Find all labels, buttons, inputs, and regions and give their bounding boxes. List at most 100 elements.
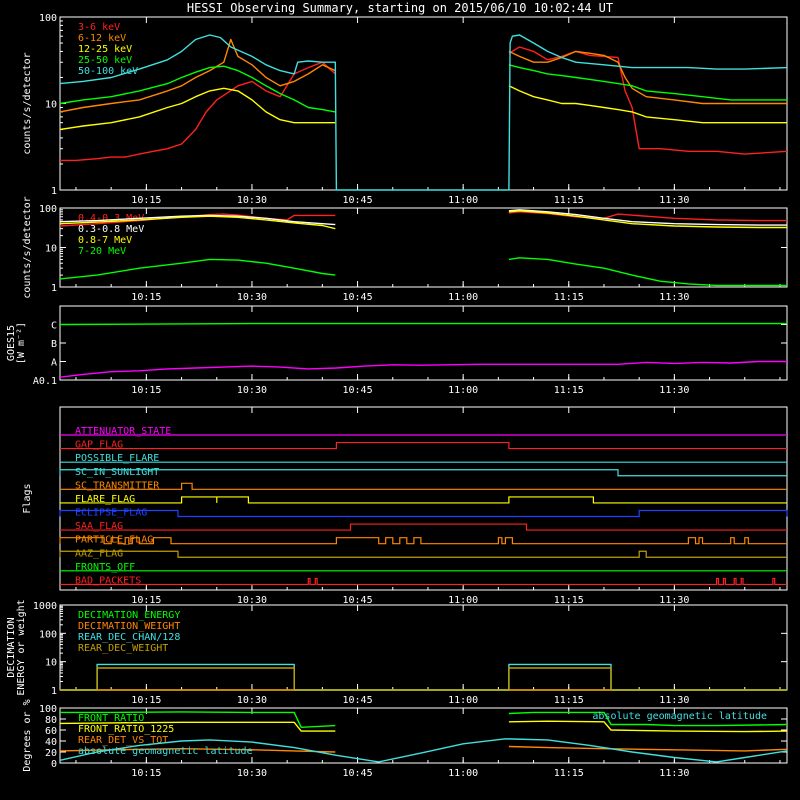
x-tick-label: 11:15 [554,768,584,779]
x-tick-label: 10:30 [237,292,267,303]
x-tick-label: 11:15 [554,292,584,303]
series-12-25-kev [59,85,787,131]
legend-entry: 0.8-7 MeV [78,235,132,246]
y-tick-label: A [51,358,57,369]
y-tick-label: 1000 [33,601,57,612]
panel-p6: 10:15 10:30 10:45 11:00 11:15 11:30 0204060801… [22,699,788,779]
panel-frame [59,207,788,288]
legend-entry: 0.4-0.3 MeV [78,213,144,224]
x-tick-label: 11:30 [659,385,689,396]
series-0-4-0-3-mev [59,211,787,227]
panel-p3: 10:15 10:30 10:45 11:00 11:15 11:30 A0.1 ABC GOE… [6,305,788,396]
y-tick-label: 100 [39,629,57,640]
y-tick-label: 1 [51,283,57,294]
x-tick-label: 10:30 [237,768,267,779]
flag-line-eclipse-flag [59,509,788,518]
y-axis-label: DECIMATION [6,617,17,677]
legend-entry: REAR_DEC_WEIGHT [78,643,168,654]
flag-line-saa-flag [60,523,787,531]
legend-entry: 7-20 MeV [78,246,126,257]
x-tick-label: 11:15 [554,385,584,396]
x-tick-label: 11:30 [659,292,689,303]
y-tick-label: 20 [45,748,57,759]
extra-label: absolute geomagnetic latitude [592,711,767,722]
x-tick-label: 11:30 [659,195,689,206]
flag-line-sc-transmitter [60,482,787,490]
y-axis-label: [W m⁻²] [16,322,27,364]
series-25-50-kev [59,64,787,113]
x-tick-label: 10:15 [131,385,161,396]
x-tick-label: 10:30 [237,695,267,706]
x-tick-label: 10:30 [237,195,267,206]
x-tick-label: 10:30 [237,595,267,606]
y-tick-label: C [51,321,57,332]
series-front-ratio-1225 [59,720,788,733]
chart-title: HESSI Observing Summary, starting on 201… [187,1,613,15]
series-3-6-kev [60,46,788,162]
flag-label: FRONTS_OFF [75,562,135,573]
legend-entry: FRONT_RATIO_1225 [78,724,174,735]
x-tick-label: 10:45 [343,695,373,706]
panel-p4: 10:15 10:30 10:45 11:00 11:15 11:30 Flags ATTEN… [22,406,788,606]
series-rear-dec-weight [60,667,787,691]
flag-label: SAA_FLAG [75,521,123,532]
flag-label: BAD_PACKETS [75,575,141,586]
y-tick-label: 1 [51,186,57,197]
x-tick-label: 10:15 [131,195,161,206]
x-tick-label: 11:30 [659,768,689,779]
panel-frame [59,406,788,591]
legend-entry: FRONT_RATIO [78,713,144,724]
flag-label: ATTENUATOR_STATE [75,426,171,437]
flag-label: AAZ_FLAG [75,548,123,559]
legend-entry: 25-50 keV [78,55,132,66]
y-tick-label: 10 [45,658,57,669]
x-tick-label: 10:45 [343,195,373,206]
x-tick-label: 11:15 [554,595,584,606]
flag-label: FLARE_FLAG [75,494,135,505]
x-tick-label: 11:30 [659,595,689,606]
series-goes-1-8-a [59,360,787,378]
y-tick-label: 0 [51,759,57,770]
x-tick-label: 10:45 [343,385,373,396]
series-absolute-geomagnetic-latitude [59,738,788,763]
flag-line-sc-in-sunlight [59,469,787,477]
flag-label: SC_TRANSMITTER [75,480,160,491]
x-tick-label: 11:00 [448,195,478,206]
y-axis-label: GOES15 [6,325,17,361]
legend-entry: 0.3-0.8 MeV [78,224,144,235]
flag-line-particle-flag [59,537,787,545]
series-front-ratio [60,711,788,728]
y-tick-label: A0.1 [33,376,57,387]
x-tick-label: 11:15 [554,195,584,206]
y-axis-label: counts/s/detector [22,52,33,154]
x-tick-label: 11:15 [554,695,584,706]
series-50-100-kev [59,34,788,191]
x-tick-label: 10:45 [343,292,373,303]
y-axis-label: Flags [22,483,33,513]
legend-entry: absolute geomagnetic latitude [78,746,253,757]
flag-label: ECLIPSE_FLAG [75,508,147,519]
legend-entry: REAR_DET_VS_TOT [78,735,168,746]
legend-entry: DECIMATION_WEIGHT [78,621,180,632]
series-7-20-mev [59,257,787,287]
x-tick-label: 11:00 [448,768,478,779]
series-0-3-0-8-mev [59,209,787,226]
flag-line-gap-flag [60,441,787,450]
panel-frame [59,16,788,191]
legend-entry: 6-12 keV [78,33,126,44]
legend-entry: REAR_DEC_CHAN/128 [78,632,180,643]
flag-label: PARTICLE_FLAG [75,535,153,546]
x-tick-label: 10:30 [237,385,267,396]
x-tick-label: 10:15 [131,595,161,606]
x-tick-label: 10:45 [343,595,373,606]
x-tick-label: 11:00 [448,695,478,706]
flag-line-bad-packets [60,577,787,586]
y-axis-label: ENERGY or weight [16,599,27,695]
y-tick-label: 80 [45,715,57,726]
x-tick-label: 11:00 [448,595,478,606]
legend-entry: 12-25 keV [78,44,132,55]
y-tick-label: 60 [45,726,57,737]
y-tick-label: 100 [39,13,57,24]
